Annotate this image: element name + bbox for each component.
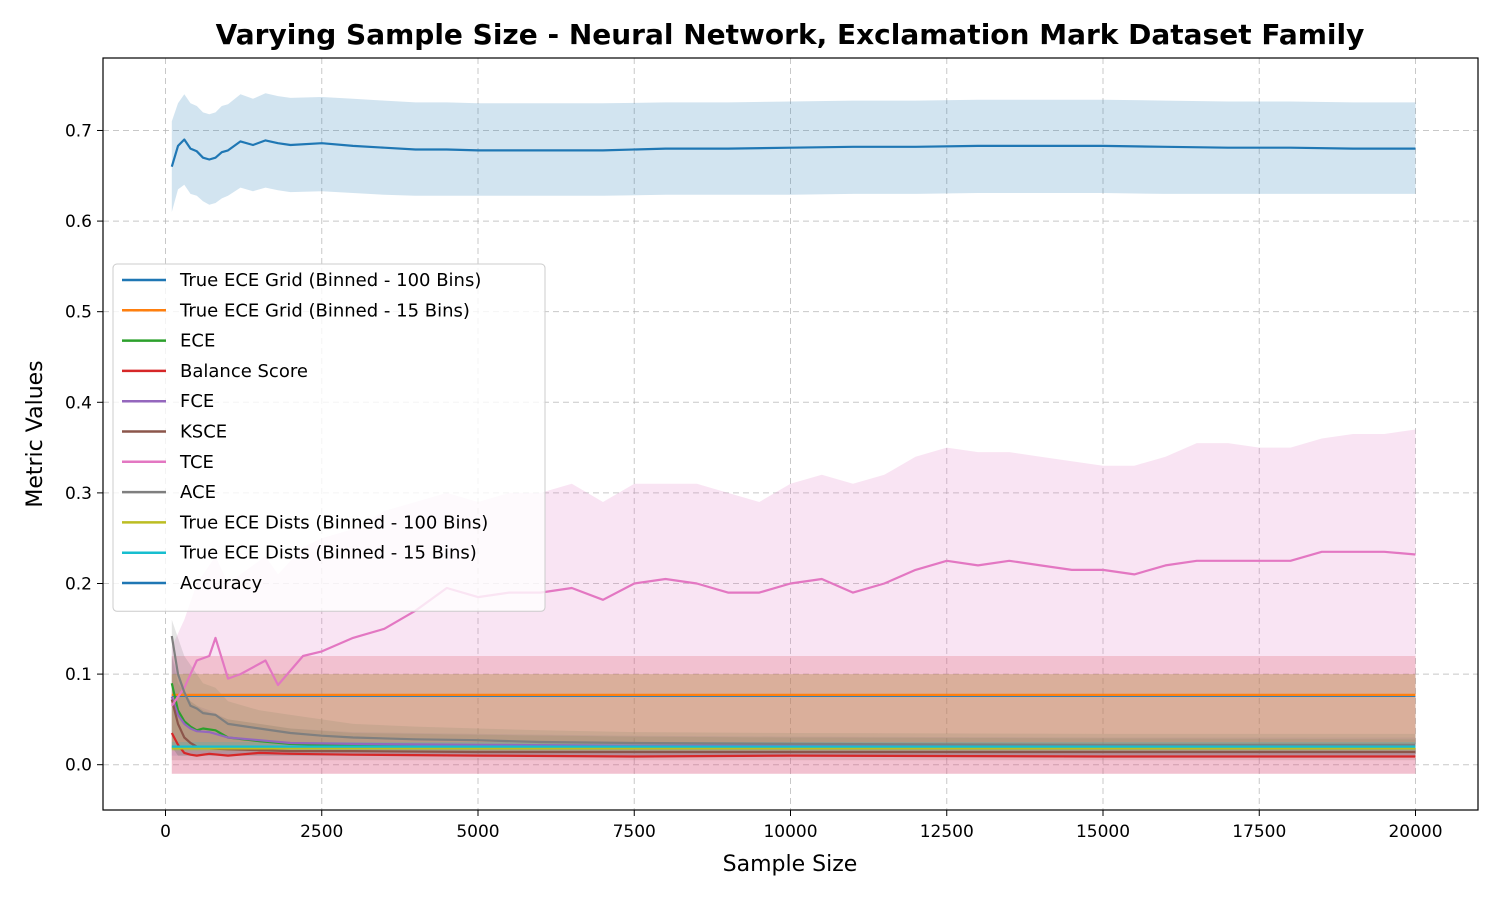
legend-label: True ECE Dists (Binned - 15 Bins) — [179, 543, 477, 564]
legend-label: FCE — [180, 391, 214, 412]
legend-label: True ECE Dists (Binned - 100 Bins) — [179, 512, 488, 533]
plot-frame — [102, 57, 1479, 811]
series-line-accuracy — [170, 138, 1416, 168]
x-tick-label: 7500 — [613, 822, 656, 842]
y-tick-label: 0.6 — [65, 212, 92, 232]
y-tick-label: 0.4 — [65, 393, 92, 413]
ticks-layer: 0 2500 5000 7500 10000 12500 15000 17500 20000 0.… — [65, 121, 1443, 842]
x-tick-label: 17500 — [1232, 822, 1286, 842]
legend-label: KSCE — [180, 422, 227, 443]
chart-title: Varying Sample Size - Neural Network, Ex… — [216, 18, 1365, 51]
legend-label: ECE — [180, 331, 215, 352]
legend-label: Accuracy — [180, 573, 263, 594]
legend-label: ACE — [180, 482, 216, 503]
x-tick-label: 12500 — [920, 822, 974, 842]
legend: True ECE Grid (Binned - 100 Bins) True EC… — [112, 263, 546, 612]
x-tick-label: 15000 — [1076, 822, 1130, 842]
band-true-ece-dists-binned-100-bins — [171, 674, 1416, 752]
x-tick-label: 2500 — [300, 822, 343, 842]
x-axis-label: Sample Size — [723, 852, 858, 877]
series-line-ksce — [170, 699, 1416, 754]
legend-label: True ECE Grid (Binned - 100 Bins) — [179, 270, 481, 291]
legend-label: TCE — [179, 452, 214, 473]
x-tick-label: 5000 — [456, 822, 499, 842]
legend-label: True ECE Grid (Binned - 15 Bins) — [179, 300, 470, 321]
x-tick-label: 10000 — [763, 822, 817, 842]
y-axis-label: Metric Values — [23, 360, 48, 507]
legend-label: Balance Score — [180, 361, 308, 382]
y-tick-label: 0.1 — [65, 665, 92, 685]
grid-layer — [103, 58, 1478, 810]
x-tick-label: 0 — [160, 822, 171, 842]
series-line-ace — [170, 635, 1416, 746]
y-tick-label: 0.2 — [65, 574, 92, 594]
y-tick-label: 0.3 — [65, 484, 92, 504]
band-accuracy — [171, 93, 1416, 212]
y-tick-label: 0.5 — [65, 303, 92, 323]
lines-layer — [170, 138, 1416, 758]
y-tick-label: 0.0 — [65, 756, 92, 776]
x-tick-label: 20000 — [1388, 822, 1442, 842]
y-tick-label: 0.7 — [65, 121, 92, 141]
legend-box — [112, 263, 546, 612]
series-line-balance-score — [170, 732, 1416, 758]
series-line-tce — [170, 550, 1416, 707]
